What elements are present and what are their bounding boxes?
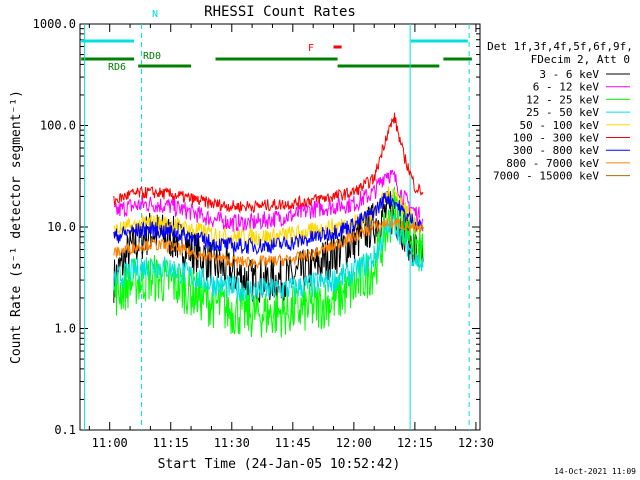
x-tick-label: 11:30	[214, 436, 250, 450]
x-tick-label: 12:30	[458, 436, 494, 450]
footer-date: 14-Oct-2021 11:09	[554, 467, 636, 476]
legend-label: 25 - 50 keV	[526, 106, 599, 119]
legend-label: 7000 - 15000 keV	[493, 170, 599, 183]
series-line	[113, 169, 424, 232]
status-bar-label: N	[152, 9, 158, 20]
x-tick-label: 11:45	[275, 436, 311, 450]
y-tick-label: 10.0	[47, 220, 76, 234]
series-line	[113, 112, 424, 214]
tick-marks	[80, 23, 480, 431]
y-tick-label: 1.0	[54, 322, 76, 336]
status-bar-label: F	[308, 43, 314, 54]
y-tick-label: 1000.0	[33, 17, 76, 31]
legend-header-line-1: Det 1f,3f,4f,5f,6f,9f,	[487, 40, 633, 53]
series-line	[113, 186, 424, 247]
status-bar-label: RD6	[108, 62, 126, 73]
x-tick-label: 12:15	[397, 436, 433, 450]
legend-header-line-2: FDecim 2, Att 0	[531, 53, 630, 66]
series-line	[113, 216, 424, 270]
legend-label: 300 - 800 keV	[513, 144, 599, 157]
x-tick-label: 11:15	[153, 436, 189, 450]
x-tick-label: 11:00	[92, 436, 128, 450]
status-bars: N RD6 RD0 F	[81, 9, 472, 73]
legend-label: 6 - 12 keV	[533, 81, 600, 94]
x-axis-label: Start Time (24-Jan-05 10:52:42)	[158, 457, 401, 472]
x-tick-label: 12:00	[336, 436, 372, 450]
legend-label: 800 - 7000 keV	[506, 157, 599, 170]
y-axis-label: Count Rate (s⁻¹ detector segment⁻¹)	[9, 90, 24, 364]
legend-label: 12 - 25 keV	[526, 93, 599, 106]
chart-title: RHESSI Count Rates	[204, 4, 356, 20]
legend-label: 100 - 300 keV	[513, 132, 599, 145]
tick-labels: 0.1 1.0 10.0 100.0 1000.0 11:00 11:15 11:30 11:4…	[33, 17, 494, 450]
y-tick-label: 100.0	[40, 119, 76, 133]
legend-label: 50 - 100 keV	[520, 119, 600, 132]
legend-label: 3 - 6 keV	[539, 68, 599, 81]
series-lines	[113, 112, 424, 338]
y-tick-label: 0.1	[54, 423, 76, 437]
series-line	[113, 191, 424, 256]
status-bar-label: RD0	[143, 51, 161, 62]
series-line	[113, 213, 424, 302]
